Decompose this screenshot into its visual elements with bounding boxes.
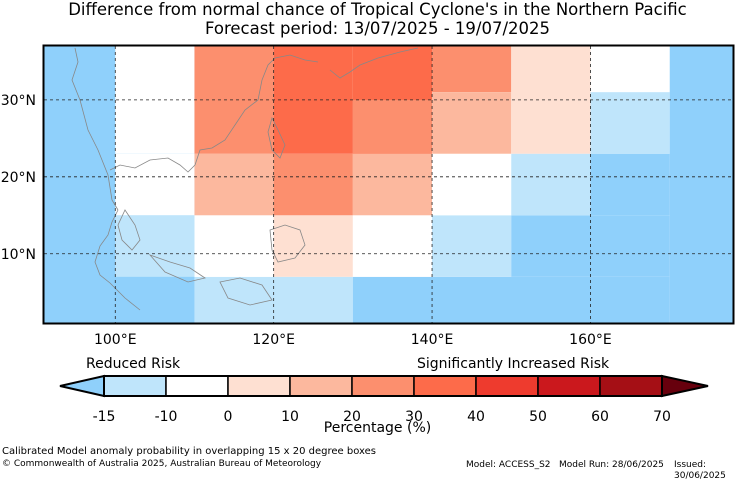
colorbar-tick-2: 0	[224, 409, 233, 425]
grid-cell-9	[432, 215, 512, 277]
grid-cell-26	[590, 46, 670, 93]
colorbar-swatch-7	[537, 375, 601, 397]
colorbar-label: Percentage (%)	[323, 420, 432, 436]
lat-label-20: 20°N	[1, 170, 36, 186]
grid-cell-23	[432, 46, 512, 93]
footer-note: Calibrated Model anomaly probability in …	[2, 446, 377, 457]
grid-cell-12	[194, 153, 274, 216]
probability-grid	[44, 46, 733, 323]
footer-copyright: © Commonwealth of Australia 2025, Austra…	[2, 459, 322, 469]
grid-cell-6	[194, 215, 274, 277]
colorbar-swatch-3	[289, 375, 353, 397]
lon-label-160: 160°E	[569, 332, 612, 348]
map-title: Difference from normal chance of Tropica…	[68, 0, 687, 19]
colorbar-tick-1: -10	[155, 409, 178, 425]
forecast-period: Forecast period: 13/07/2025 - 19/07/2025	[204, 19, 551, 38]
colorbar-swatch-8	[599, 375, 663, 397]
grid-cell-4	[44, 215, 116, 277]
colorbar-tick-0: -15	[93, 409, 116, 425]
grid-cell-14	[352, 153, 433, 216]
colorbar-swatch-2	[227, 375, 291, 397]
grid-cell-8	[352, 215, 433, 277]
colorbar-swatch-1	[165, 375, 229, 397]
reduced-risk-label: Reduced Risk	[86, 356, 181, 372]
colorbar-tick-3: 10	[281, 409, 299, 425]
colorbar-tick-7: 50	[529, 409, 547, 425]
colorbar-swatch-6	[475, 375, 539, 397]
lon-label-120: 120°E	[252, 332, 295, 348]
colorbar-tick-9: 70	[653, 409, 671, 425]
colorbar-tick-8: 60	[591, 409, 609, 425]
colorbar-under-arrow	[59, 374, 105, 398]
colorbar-swatch-4	[351, 375, 415, 397]
graticule	[44, 46, 733, 323]
grid-cell-11	[115, 153, 195, 216]
colorbar-over-arrow	[661, 374, 709, 398]
coastlines	[71, 47, 419, 311]
colorbar-swatch-5	[413, 375, 477, 397]
grid-cell-22	[352, 99, 433, 154]
colorbar-tick-4: 20	[343, 409, 361, 425]
grid-cell-13	[273, 153, 353, 216]
colorbar-tick-6: 40	[467, 409, 485, 425]
lat-label-10: 10°N	[1, 247, 36, 263]
grid-cell-3	[669, 46, 733, 323]
colorbar: -15 -10 0 10 20 30 40 50 60 70	[59, 374, 709, 425]
footer-model: Model: ACCESS_S2	[466, 460, 551, 470]
lon-label-140: 140°E	[411, 332, 454, 348]
grid-cell-27	[590, 92, 670, 154]
increased-risk-label: Significantly Increased Risk	[417, 356, 610, 372]
lat-label-30: 30°N	[1, 93, 36, 109]
grid-cell-15	[432, 153, 512, 216]
grid-cell-16	[511, 153, 591, 216]
grid-cell-24	[432, 92, 512, 154]
axis-tick-labels: 100°E 120°E 140°E 160°E 10°N 20°N 30°N	[1, 93, 612, 348]
colorbar-swatch-0	[103, 375, 167, 397]
map-frame	[42, 44, 735, 325]
grid-cell-5	[115, 215, 195, 277]
grid-cell-17	[590, 153, 670, 216]
tc-anomaly-map: 100°E 120°E 140°E 160°E 10°N 20°N 30°N -15 -10 0…	[1, 44, 735, 425]
lon-label-100: 100°E	[94, 332, 137, 348]
footer-model-run: Model Run: 28/06/2025	[559, 460, 664, 470]
colorbar-tick-5: 30	[405, 409, 423, 425]
grid-cell-7	[273, 215, 353, 277]
grid-cell-2	[352, 276, 670, 323]
footer-issued: Issued: 30/06/2025	[674, 460, 726, 481]
